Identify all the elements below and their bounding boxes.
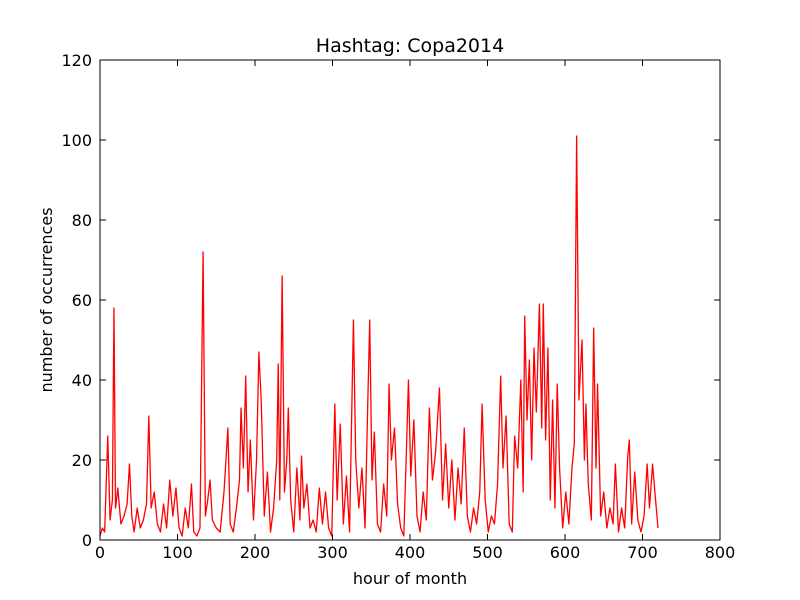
- x-tick-label: 200: [240, 543, 271, 562]
- plot-frame: [99, 59, 721, 541]
- x-tick-label: 300: [317, 543, 348, 562]
- x-tick-label: 800: [705, 543, 736, 562]
- chart-title: Hashtag: Copa2014: [316, 35, 504, 57]
- data-line: [99, 135, 659, 537]
- x-tick-label: 500: [472, 543, 503, 562]
- y-tick-label: 40: [72, 371, 92, 390]
- y-tick-label: 0: [82, 531, 92, 550]
- y-tick-label: 80: [72, 211, 92, 230]
- x-tick-label: 400: [395, 543, 426, 562]
- x-tick-label: 700: [627, 543, 658, 562]
- x-tick-label: 0: [95, 543, 105, 562]
- y-tick-label: 60: [72, 291, 92, 310]
- x-tick-label: 100: [162, 543, 193, 562]
- y-tick-label: 20: [72, 451, 92, 470]
- x-tick-label: 600: [550, 543, 581, 562]
- y-tick-label: 100: [61, 131, 92, 150]
- x-axis-label: hour of month: [353, 569, 467, 588]
- y-axis-label: number of occurrences: [37, 207, 56, 392]
- y-tick-label: 120: [61, 51, 92, 70]
